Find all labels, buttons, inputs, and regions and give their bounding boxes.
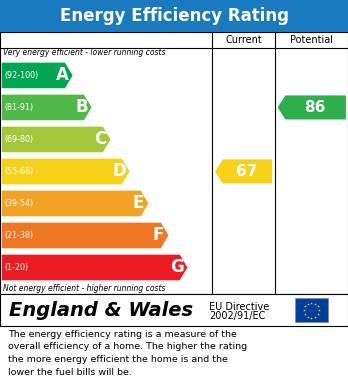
Text: E: E [133,194,144,212]
Bar [0,32,348,294]
Text: (92-100): (92-100) [4,71,38,80]
Text: G: G [171,258,184,276]
Bar [0,294,348,326]
Polygon shape [278,95,346,119]
Bar [0,0,348,32]
Text: Potential: Potential [290,35,333,45]
Text: (81-91): (81-91) [4,103,33,112]
Text: England & Wales: England & Wales [9,301,193,320]
Polygon shape [2,191,149,216]
Text: 2002/91/EC: 2002/91/EC [209,311,265,321]
Bar [295,298,328,323]
Text: F: F [153,226,164,244]
Text: Not energy efficient - higher running costs: Not energy efficient - higher running co… [3,284,165,293]
Polygon shape [2,159,129,184]
Text: D: D [112,162,126,181]
Polygon shape [215,160,272,183]
Text: EU Directive: EU Directive [209,301,269,312]
Text: C: C [94,131,106,149]
Text: Very energy efficient - lower running costs: Very energy efficient - lower running co… [3,48,165,57]
Text: 67: 67 [236,164,258,179]
Text: (39-54): (39-54) [4,199,33,208]
Text: (21-38): (21-38) [4,231,33,240]
Text: 86: 86 [304,100,326,115]
Text: Current: Current [225,35,262,45]
Polygon shape [2,127,111,152]
Text: (69-80): (69-80) [4,135,33,144]
Text: B: B [75,99,88,117]
Text: (1-20): (1-20) [4,263,28,272]
Text: (55-68): (55-68) [4,167,33,176]
Text: A: A [56,66,69,84]
Polygon shape [2,255,187,280]
Polygon shape [2,63,73,88]
Text: Energy Efficiency Rating: Energy Efficiency Rating [60,7,288,25]
Text: The energy efficiency rating is a measure of the
overall efficiency of a home. T: The energy efficiency rating is a measur… [8,330,247,377]
Polygon shape [2,95,92,120]
Polygon shape [2,222,168,248]
